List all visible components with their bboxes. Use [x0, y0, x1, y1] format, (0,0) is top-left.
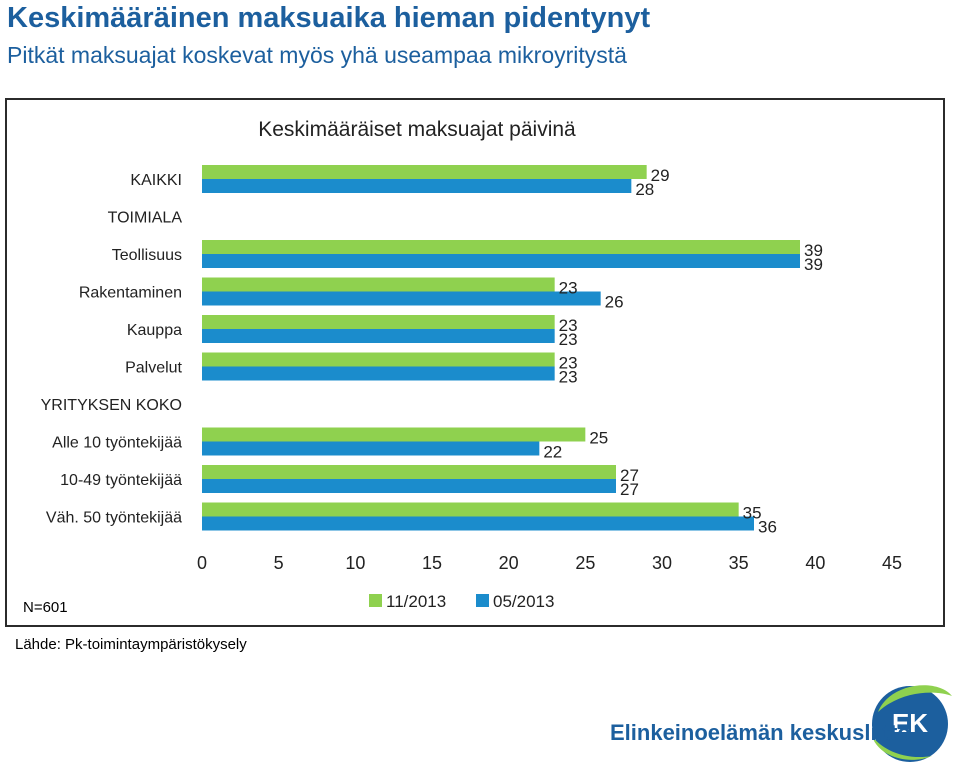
data-label: 35: [743, 504, 762, 523]
data-label: 25: [589, 429, 608, 448]
data-label: 23: [559, 368, 578, 387]
category-label: Teollisuus: [112, 247, 182, 264]
bar: [202, 329, 555, 343]
legend-swatch: [369, 594, 382, 607]
x-tick-label: 45: [882, 553, 902, 573]
category-label: KAIKKI: [130, 172, 182, 189]
ek-logo-mark: EK: [892, 708, 928, 738]
x-tick-label: 40: [805, 553, 825, 573]
bar: [202, 516, 754, 531]
data-label: 23: [559, 354, 578, 373]
data-label: 29: [651, 166, 670, 185]
bar: [202, 479, 616, 493]
data-label: 39: [804, 255, 823, 274]
data-label: 36: [758, 518, 777, 537]
data-label: 26: [605, 293, 624, 312]
x-tick-label: 25: [575, 553, 595, 573]
category-label: YRITYKSEN KOKO: [41, 397, 182, 414]
bar: [202, 352, 555, 367]
source-note: Lähde: Pk-toimintaympäristökysely: [15, 636, 247, 653]
ek-logo-icon: EK: [872, 685, 952, 762]
category-label: Rakentaminen: [79, 285, 182, 302]
bar: [202, 427, 586, 442]
data-label: 27: [620, 480, 639, 499]
page-title: Keskimääräinen maksuaika hieman pidentyn…: [7, 2, 651, 34]
legend-label: 11/2013: [386, 592, 446, 611]
x-tick-label: 15: [422, 553, 442, 573]
category-label: 10-49 työntekijää: [60, 472, 182, 489]
category-label: Palvelut: [125, 360, 182, 377]
bar: [202, 179, 632, 193]
data-label: 23: [559, 279, 578, 298]
category-label: Alle 10 työntekijää: [52, 435, 182, 452]
bar: [202, 254, 800, 268]
legend-swatch: [476, 594, 489, 607]
data-label: 22: [543, 443, 562, 462]
sample-size-note: N=601: [23, 599, 68, 616]
category-label: TOIMIALA: [108, 210, 183, 227]
data-label: 23: [559, 330, 578, 349]
data-label: 27: [620, 466, 639, 485]
chart-frame: Keskimääräiset maksuajat päivinä KAIKKI T…: [5, 98, 945, 627]
category-label: Väh. 50 työntekijää: [46, 510, 182, 527]
bar: [202, 465, 616, 479]
x-tick-label: 10: [345, 553, 365, 573]
bar: [202, 165, 647, 179]
legend-label: 05/2013: [493, 592, 554, 611]
category-label: Kauppa: [127, 322, 182, 339]
data-label: 23: [559, 316, 578, 335]
page-subtitle: Pitkät maksuajat koskevat myös yhä useam…: [7, 42, 627, 68]
bar: [202, 366, 555, 381]
bar: [202, 277, 555, 292]
x-tick-label: 5: [274, 553, 284, 573]
bar: [202, 441, 540, 456]
data-label: 39: [804, 241, 823, 260]
bar: [202, 315, 555, 329]
bar: [202, 291, 601, 306]
ek-logo-text: Elinkeinoelämän keskusliitto: [610, 720, 911, 745]
chart-title: Keskimääräiset maksuajat päivinä: [258, 118, 576, 141]
bar-chart: Keskimääräiset maksuajat päivinä KAIKKI T…: [23, 118, 902, 616]
x-tick-label: 30: [652, 553, 672, 573]
bar: [202, 502, 739, 517]
data-label: 28: [635, 180, 654, 199]
x-tick-label: 35: [729, 553, 749, 573]
bar: [202, 240, 800, 254]
x-tick-label: 20: [499, 553, 519, 573]
x-tick-label: 0: [197, 553, 207, 573]
